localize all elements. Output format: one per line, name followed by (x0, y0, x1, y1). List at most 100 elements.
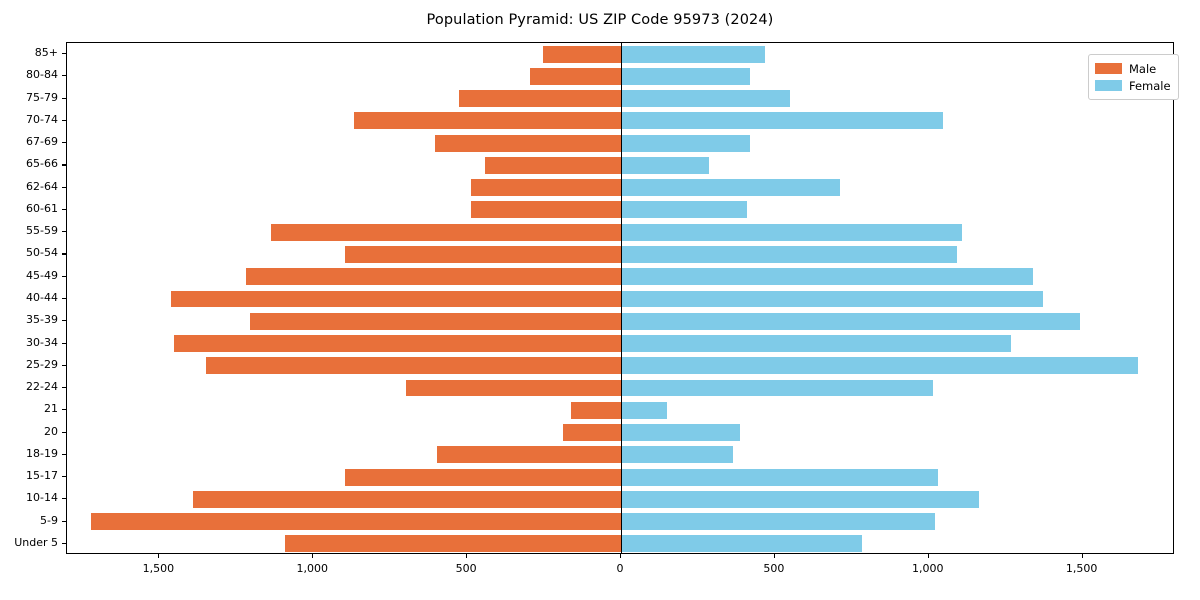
y-axis-tick-label: 35-39 (26, 313, 58, 327)
y-axis-tick-label: 65-66 (26, 157, 58, 171)
bar-female (621, 535, 862, 553)
bar-male (344, 468, 621, 486)
y-axis-tick-mark (62, 320, 66, 322)
y-axis-tick-mark (62, 186, 66, 188)
bar-row (67, 67, 1173, 85)
bar-row (67, 357, 1173, 375)
y-axis-tick-label: 20 (44, 424, 58, 438)
bar-row (67, 446, 1173, 464)
y-axis-tick-mark (62, 542, 66, 544)
y-axis-tick-mark (62, 231, 66, 233)
bar-male (205, 357, 621, 375)
bar-male (354, 112, 621, 130)
y-axis-tick-label: 70-74 (26, 112, 58, 126)
legend-swatch-male-icon (1095, 63, 1122, 74)
bar-row (67, 290, 1173, 308)
bar-male (170, 290, 621, 308)
y-axis-tick-label: 40-44 (26, 291, 58, 304)
bar-row (67, 45, 1173, 63)
bar-female (621, 468, 938, 486)
x-axis-tick-label: 500 (455, 562, 477, 575)
x-axis-tick-mark (158, 554, 160, 558)
bar-female (621, 290, 1043, 308)
bar-female (621, 446, 733, 464)
bar-female (621, 490, 979, 508)
bar-row (67, 112, 1173, 130)
bar-male (173, 335, 621, 352)
y-axis-tick-mark (62, 476, 66, 478)
bar-female (621, 112, 944, 130)
y-axis-tick-label: 85+ (34, 46, 58, 60)
y-axis-tick-label: 25-29 (26, 357, 58, 371)
y-axis-tick-mark (62, 498, 66, 500)
y-axis-tick-mark (62, 253, 66, 255)
bar-row (67, 201, 1173, 219)
bar-row (67, 90, 1173, 108)
y-axis-tick-label: 21 (44, 402, 58, 416)
bar-female (621, 424, 741, 441)
bar-female (621, 357, 1139, 375)
x-axis-tick-label: 1,500 (142, 562, 175, 575)
x-axis-tick-mark (466, 554, 468, 558)
y-axis-tick-label: 60-61 (26, 201, 58, 215)
bar-female (621, 246, 958, 263)
y-axis-tick-mark (62, 431, 66, 433)
bar-male (484, 156, 621, 174)
bar-male (284, 535, 621, 553)
y-axis-tick-mark (62, 75, 66, 77)
bar-row (67, 246, 1173, 263)
bar-male (563, 424, 621, 441)
bar-row (67, 401, 1173, 419)
y-axis-tick-label: 50-54 (26, 246, 58, 260)
bar-male (458, 90, 621, 108)
legend-entry-female[interactable]: Female (1095, 77, 1171, 94)
x-axis-tick-mark (620, 554, 622, 558)
bar-female (621, 67, 751, 85)
bar-male (271, 223, 621, 241)
bar-female (621, 312, 1080, 330)
bar-male (437, 446, 621, 464)
bar-female (621, 134, 751, 152)
y-axis-tick-label: Under 5 (14, 535, 58, 549)
bar-female (621, 156, 710, 174)
y-axis-tick-mark (62, 453, 66, 455)
y-axis-tick-label: 5-9 (40, 513, 58, 527)
bar-row (67, 379, 1173, 397)
plot-area (66, 42, 1174, 554)
bar-row (67, 156, 1173, 174)
legend-swatch-female-icon (1095, 80, 1122, 91)
y-axis-tick-label: 62-64 (26, 179, 58, 193)
bar-female (621, 45, 765, 63)
bars-layer (67, 43, 1173, 553)
chart-legend: Male Female (1088, 54, 1179, 100)
bar-female (621, 223, 962, 241)
y-axis-tick-mark (62, 387, 66, 389)
bar-male (471, 201, 621, 219)
bar-male (529, 67, 621, 85)
y-axis-tick-mark (62, 275, 66, 277)
chart-title: Population Pyramid: US ZIP Code 95973 (2… (426, 12, 774, 28)
y-axis-tick-label: 18-19 (26, 446, 58, 460)
y-axis-tick-mark (62, 342, 66, 344)
bar-row (67, 335, 1173, 352)
y-axis-tick-mark (62, 298, 66, 300)
y-axis-tick-mark (62, 364, 66, 366)
legend-entry-male[interactable]: Male (1095, 60, 1171, 77)
y-axis-tick-label: 22-24 (26, 380, 58, 394)
y-axis-tick-mark (62, 53, 66, 55)
bar-row (67, 179, 1173, 197)
bar-row (67, 223, 1173, 241)
legend-label: Male (1129, 61, 1157, 76)
bar-row (67, 268, 1173, 286)
x-axis-tick-label: 500 (763, 562, 785, 575)
y-axis-tick-mark (62, 208, 66, 211)
bar-male (435, 134, 621, 152)
bar-male (245, 268, 621, 286)
bar-row (67, 490, 1173, 508)
x-axis-tick-label: 1,000 (296, 562, 328, 575)
x-axis-tick-mark (927, 554, 929, 558)
bar-row (67, 535, 1173, 553)
y-axis-tick-mark (62, 164, 66, 166)
bar-male (543, 45, 621, 63)
